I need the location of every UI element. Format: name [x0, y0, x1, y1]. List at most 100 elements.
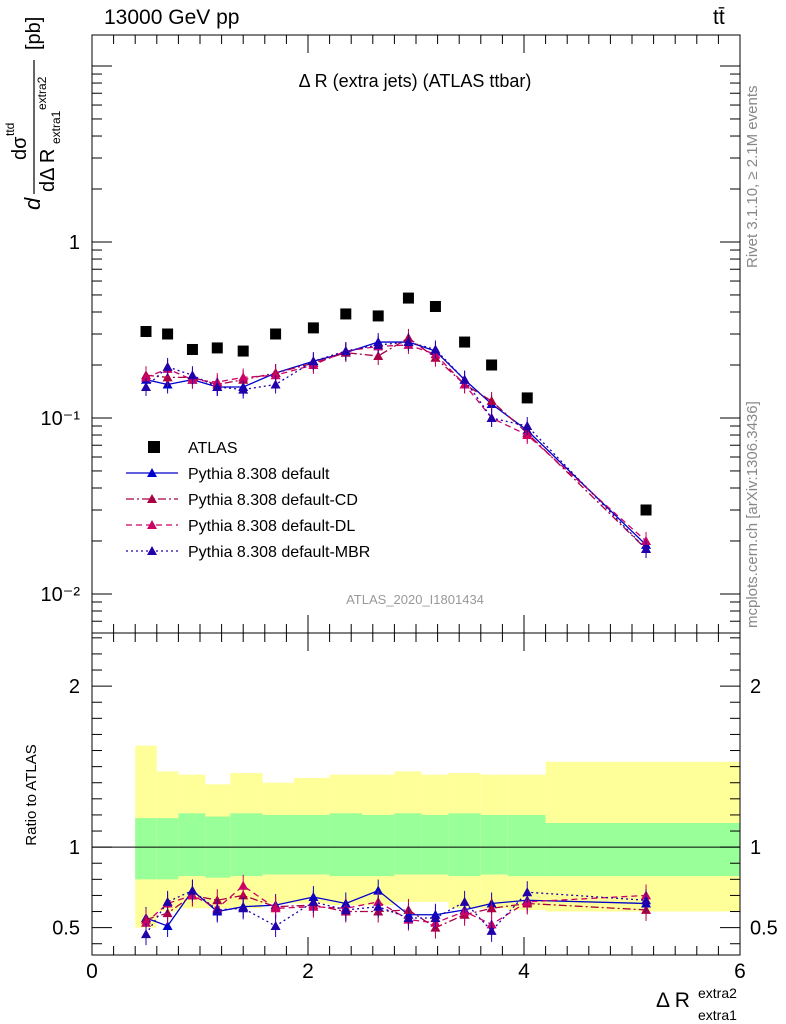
y-tick-label-ratio: 0.5 [52, 918, 80, 940]
legend-marker [147, 546, 157, 555]
series-point [187, 370, 198, 380]
ratio-point [187, 885, 198, 895]
band-green-bin [178, 813, 206, 877]
svg-text:d: d [20, 197, 45, 210]
series-point [486, 395, 497, 405]
band-green-bin [362, 814, 395, 877]
ratio-point [641, 895, 652, 905]
ratio-point [141, 917, 151, 927]
ratio-point [403, 912, 414, 922]
series-point [403, 337, 414, 347]
ratio-point [373, 901, 384, 911]
atlas-point [307, 322, 319, 334]
y-tick-label-main: 1 [69, 232, 80, 254]
svg-text:extra1: extra1 [698, 1007, 737, 1023]
y-tick-label-ratio-right: 2 [750, 676, 761, 698]
chart-title: Δ R (extra jets) (ATLAS ttbar) [299, 71, 532, 91]
series-point [238, 384, 249, 394]
ratio-point [162, 921, 173, 931]
band-green-bin [156, 818, 179, 880]
x-tick-label: 0 [86, 960, 98, 983]
legend-label: Pythia 8.308 default-CD [188, 492, 358, 509]
y-tick-label-ratio: 1 [69, 837, 80, 859]
series-point [308, 356, 319, 366]
band-green-bin [448, 813, 481, 877]
ratio-point [141, 929, 151, 939]
series-line [145, 344, 647, 542]
y-axis-label-ratio: Ratio to ATLAS [23, 744, 40, 845]
atlas-point [186, 343, 198, 355]
legend: ATLAS Pythia 8.308 default Pythia 8.308 de… [126, 440, 370, 561]
ratio-point [373, 885, 384, 895]
ratio-point [270, 921, 281, 931]
series-point [486, 412, 497, 422]
atlas-point [162, 328, 174, 340]
svg-text:extra1: extra1 [49, 110, 63, 144]
ratio-point [162, 896, 173, 906]
header-right: tt̄ [713, 6, 725, 29]
y-tick-label-ratio: 2 [69, 676, 80, 698]
legend-marker [147, 520, 157, 529]
header-left: 13000 GeV pp [104, 6, 240, 29]
y-tick-label-ratio-right: 0.5 [750, 918, 778, 940]
band-green-bin [394, 813, 422, 875]
ratio-line [145, 889, 647, 935]
band-green-bin [329, 813, 362, 877]
atlas-point [340, 308, 352, 320]
ratio-point [486, 903, 497, 913]
y-tick-label-main: 10⁻² [41, 584, 81, 606]
y-tick-label-main: 10⁻¹ [41, 408, 81, 430]
atlas-point [459, 336, 471, 348]
atlas-point [140, 325, 152, 337]
svg-text:extra2: extra2 [698, 985, 737, 1001]
ratio-uncertainty-bands [135, 745, 740, 928]
atlas-point [486, 359, 498, 371]
band-green-bin [480, 814, 508, 875]
legend-marker [148, 441, 160, 453]
series-point [373, 350, 384, 360]
series-point [373, 339, 384, 349]
x-axis-label: Δ R extra1 extra2 [656, 985, 737, 1023]
legend-label: Pythia 8.308 default-DL [188, 518, 355, 535]
series-point [212, 381, 223, 391]
ratio-line [145, 884, 647, 926]
series-point [238, 372, 249, 382]
axes: 0 2 4 6 10⁻² 10⁻¹ 1 0.5 0.5 1 1 2 2 [41, 34, 778, 983]
series-point [162, 361, 173, 371]
ratio-point [340, 904, 351, 914]
atlas-point [211, 342, 223, 354]
legend-label: Pythia 8.308 default [188, 466, 330, 483]
svg-text:dσ: dσ [9, 136, 31, 160]
band-green-bin [262, 814, 294, 875]
ratio-point [430, 912, 441, 922]
svg-text:ttd: ttd [3, 123, 17, 136]
x-tick-label: 6 [734, 960, 746, 983]
series-point [270, 379, 281, 389]
band-green-bin [507, 814, 546, 877]
atlas-point [270, 328, 282, 340]
series-point [141, 381, 151, 391]
band-green-bin [230, 813, 263, 877]
ratio-point [486, 925, 497, 935]
svg-text:[pb]: [pb] [23, 17, 45, 50]
atlas-point [521, 392, 533, 404]
x-tick-label: 2 [302, 960, 314, 983]
y-tick-label-ratio-right: 1 [750, 837, 761, 859]
analysis-id: ATLAS_2020_I1801434 [346, 592, 484, 607]
ratio-point [308, 896, 319, 906]
series-point [340, 346, 351, 356]
atlas-point [429, 300, 441, 312]
legend-label: ATLAS [188, 440, 238, 457]
atlas-point [402, 292, 414, 304]
band-green-bin [293, 814, 330, 875]
ratio-point [522, 887, 533, 897]
svg-text:extra2: extra2 [35, 76, 49, 110]
band-green-bin [421, 814, 449, 875]
ratio-point [238, 880, 249, 890]
ratio-point [270, 903, 281, 913]
series-point [141, 372, 151, 382]
svg-text:dΔ R: dΔ R [37, 149, 59, 192]
svg-text:Δ R: Δ R [656, 989, 690, 1012]
series-point [430, 344, 441, 354]
